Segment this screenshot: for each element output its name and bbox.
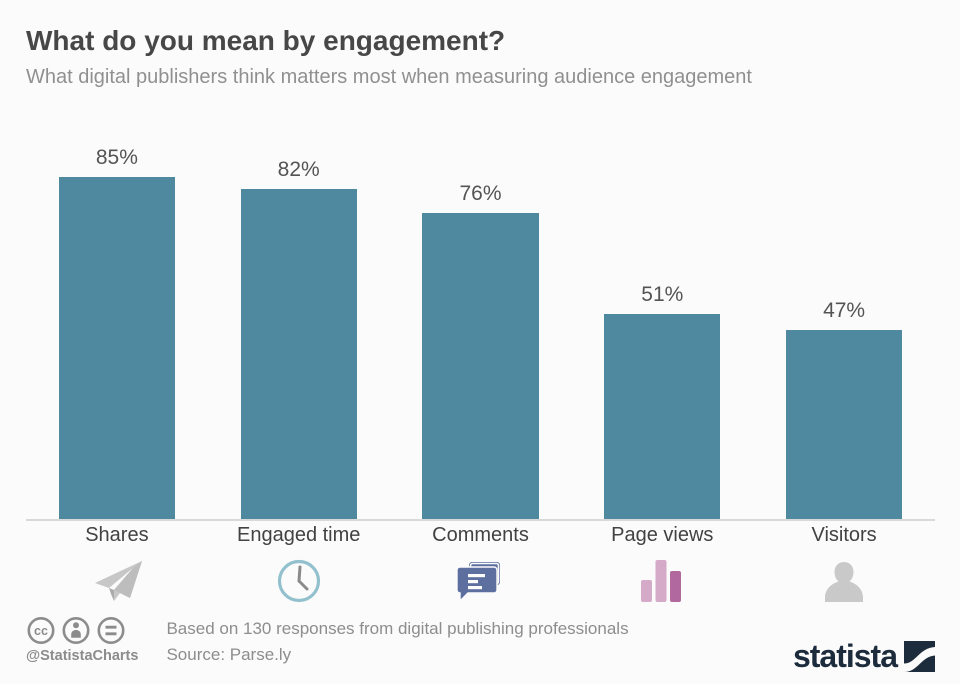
statista-brand[interactable]: statista — [793, 640, 935, 674]
license-block[interactable]: cc @StatistaCharts — [26, 616, 138, 664]
bar-visitors — [785, 330, 903, 519]
bar-column-page-views: 51% — [571, 140, 753, 519]
bar-value-label: 76% — [459, 182, 502, 205]
bar-column-shares: 85% — [26, 140, 208, 519]
bar-column-engaged-time: 82% — [208, 140, 390, 519]
bar-value-label: 47% — [823, 299, 866, 322]
category-comments: Comments — [390, 524, 572, 606]
category-page-views: Page views — [571, 524, 753, 606]
category-label: Engaged time — [236, 524, 361, 546]
bar-comments — [422, 213, 539, 519]
bar-value-label: 51% — [641, 283, 684, 306]
bar-value-label: 85% — [95, 146, 138, 169]
category-visitors: Visitors — [753, 524, 935, 606]
category-label: Comments — [432, 524, 529, 546]
statista-charts-handle[interactable]: @StatistaCharts — [26, 648, 139, 664]
footnote-source: Source: Parse.ly — [166, 645, 292, 664]
person-icon — [819, 556, 869, 606]
footer: cc @StatistaCharts Based on 130 response… — [26, 616, 935, 674]
category-label: Page views — [611, 524, 714, 546]
clock-icon — [276, 556, 322, 606]
svg-text:cc: cc — [34, 624, 48, 638]
bar-page-views — [604, 314, 721, 519]
bar-column-visitors: 47% — [753, 140, 935, 519]
statista-wordmark: statista — [792, 638, 898, 674]
footnotes: Based on 130 responses from digital publ… — [166, 616, 628, 668]
comments-icon — [456, 556, 504, 606]
footnote-basis: Based on 130 responses from digital publ… — [166, 619, 629, 638]
category-label: Visitors — [811, 524, 877, 546]
category-engaged-time: Engaged time — [208, 524, 390, 606]
header: What do you mean by engagement? What dig… — [26, 25, 934, 89]
category-axis: Shares Engaged time Comments — [26, 524, 935, 606]
bar-value-label: 82% — [277, 158, 320, 181]
mini-bar-chart-icon — [639, 556, 685, 606]
bar-column-comments: 76% — [390, 140, 572, 519]
category-label: Shares — [85, 524, 149, 546]
category-shares: Shares — [26, 524, 208, 606]
bar-engaged-time — [240, 189, 357, 519]
page-subtitle: What digital publishers think matters mo… — [26, 66, 752, 88]
cc-license-icons: cc — [27, 617, 125, 644]
paper-plane-icon — [89, 556, 145, 606]
page-title: What do you mean by engagement? — [26, 25, 506, 56]
bar-shares — [58, 177, 176, 519]
statista-logo-icon — [904, 640, 935, 672]
bar-chart: 85% 82% 76% 51% 47% — [26, 140, 935, 521]
